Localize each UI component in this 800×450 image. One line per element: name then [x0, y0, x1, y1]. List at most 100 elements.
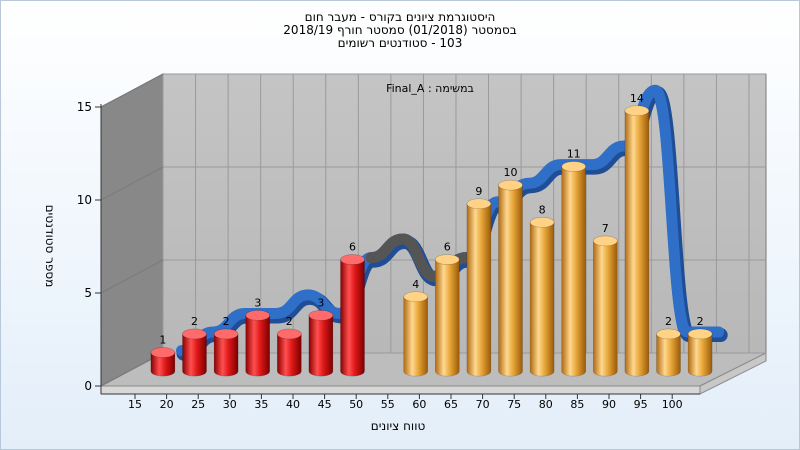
bar-value-label: 7 [602, 222, 609, 235]
plot-walls [100, 73, 767, 395]
bar: 8 [529, 203, 555, 377]
bar-top [245, 310, 271, 321]
bar: 1 [150, 334, 176, 377]
bar: 9 [466, 185, 492, 377]
bar-body [213, 333, 239, 377]
annotation-label: Final_A : במשימה [386, 82, 474, 95]
x-tick-label: 85 [570, 398, 584, 411]
bar-top [466, 198, 492, 210]
bar: 3 [245, 296, 271, 377]
y-tick-label: 10 [77, 193, 92, 207]
bar-top [498, 179, 523, 191]
bar-top [150, 347, 176, 358]
bar-body [403, 296, 428, 377]
bar-top [687, 328, 713, 340]
bar-body [529, 222, 555, 377]
bar-top [403, 291, 429, 303]
bar-top [529, 217, 555, 228]
left-wall [100, 73, 164, 387]
bar-value-label: 2 [697, 315, 704, 328]
x-tick-label: 40 [286, 398, 300, 411]
bar-value-label: 2 [286, 315, 293, 328]
side-grid-line [100, 166, 164, 201]
y-tick-label: 0 [84, 379, 92, 393]
floor-edge [100, 385, 701, 395]
y-tick-label: 15 [77, 100, 92, 114]
x-tick-label: 50 [349, 398, 363, 411]
bar-body [182, 333, 207, 377]
bar-body [340, 259, 365, 377]
bar: 6 [340, 241, 365, 377]
bar: 2 [276, 315, 302, 377]
x-tick-label: 15 [128, 398, 142, 411]
bar-body [245, 315, 270, 377]
y-axis-label: מספר סטודנטים [43, 205, 57, 288]
bar-value-label: 9 [475, 185, 482, 198]
y-tick-label: 5 [84, 286, 92, 300]
bar-value-label: 2 [223, 315, 230, 328]
bar-top [624, 105, 650, 117]
bar: 14 [624, 92, 650, 377]
bar-top [182, 328, 207, 340]
bar-body [150, 352, 176, 377]
x-tick-label: 55 [381, 398, 395, 411]
x-tick-label: 35 [254, 398, 268, 411]
bar-value-label: 11 [567, 148, 581, 161]
x-tick-label: 70 [476, 398, 490, 411]
bar-top [434, 254, 460, 265]
bar-value-label: 14 [630, 92, 644, 105]
bar-body [466, 203, 492, 377]
bar-value-label: 2 [191, 315, 198, 328]
bar: 6 [434, 241, 460, 377]
bar-top [308, 310, 334, 321]
bar-value-label: 3 [317, 296, 324, 309]
bar-body [624, 110, 650, 377]
x-tick-label: 100 [662, 398, 683, 411]
bar: 2 [687, 315, 713, 377]
bar-top [561, 161, 587, 172]
x-tick-label: 80 [539, 398, 553, 411]
side-grid-line [100, 259, 164, 294]
x-tick-label: 65 [444, 398, 458, 411]
x-tick-label: 30 [223, 398, 237, 411]
bar-body [593, 240, 618, 377]
bars: 1 2 2 3 2 3 6 4 6 9 10 8 11 7 14 2 2 [150, 92, 713, 377]
bar: 10 [498, 166, 523, 377]
bar-top [656, 328, 681, 340]
bar: 2 [656, 315, 681, 377]
bar-value-label: 10 [504, 166, 518, 179]
bar-value-label: 2 [665, 315, 672, 328]
x-tick-label: 45 [318, 398, 332, 411]
x-tick-label: 25 [191, 398, 205, 411]
bar-value-label: 3 [254, 296, 261, 309]
bar: 3 [308, 296, 334, 377]
x-tick-label: 75 [507, 398, 521, 411]
chart-title-line-3: 103 - סטודנטים רשומים [337, 36, 463, 50]
axes: 0 5 10 15 15 20 25 30 35 40 45 50 55 60 65 70 75 80 85 90 95… [77, 100, 700, 411]
bar-value-label: 8 [539, 203, 546, 216]
side-grid-line [100, 73, 164, 108]
bar-body [308, 315, 334, 377]
chart-title-line-2: בסמסטר (01/2018) סמסטר חורף 2018/19 [283, 23, 517, 37]
bar-body [561, 166, 586, 377]
bar-value-label: 4 [412, 278, 419, 291]
bar-body [656, 333, 681, 377]
bar: 2 [182, 315, 207, 377]
bar-body [277, 333, 302, 377]
x-tick-label: 20 [160, 398, 174, 411]
bar-top [340, 254, 365, 265]
bar-body [687, 333, 713, 377]
x-axis-label: טווח ציונים [371, 419, 426, 433]
floor-side [699, 352, 767, 395]
chart-title-line-1: היסטוגרמת ציונים בקורס - מעבר חום [304, 10, 496, 24]
bar-value-label: 6 [444, 241, 451, 254]
bar: 7 [592, 222, 618, 377]
x-tick-label: 90 [602, 398, 616, 411]
x-tick-label: 95 [634, 398, 648, 411]
x-tick-label: 60 [412, 398, 426, 411]
bar-top [213, 328, 239, 340]
bar-value-label: 6 [349, 241, 356, 254]
bar-body [435, 259, 460, 377]
bar-top [592, 235, 618, 247]
